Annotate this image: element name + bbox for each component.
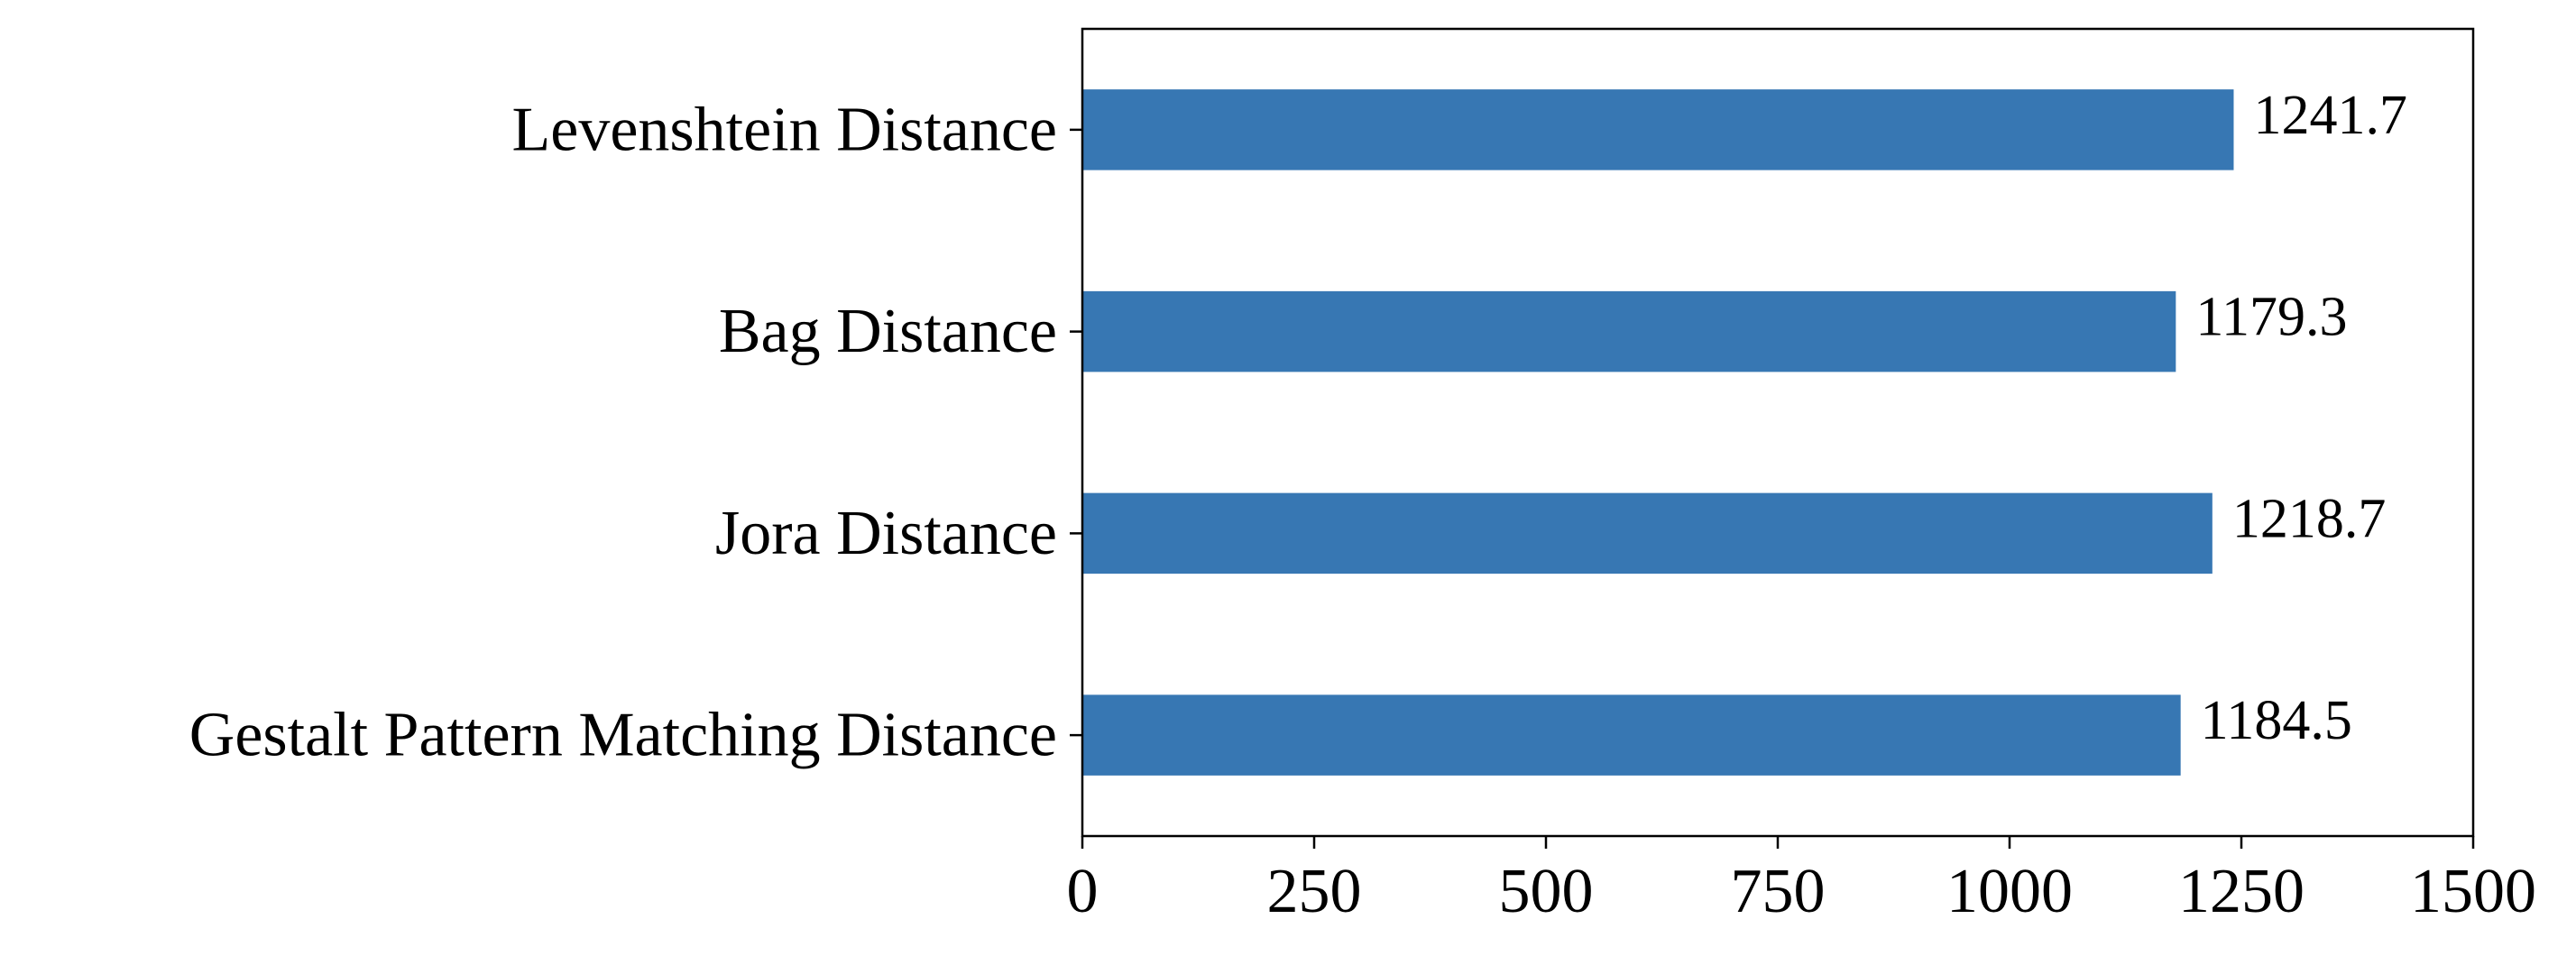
category-label: Bag Distance [719,297,1057,366]
category-label: Jora Distance [715,499,1057,568]
labels-layer: Levenshtein Distance 1241.7 Bag Distance 11… [189,85,2536,926]
data-label: 1218.7 [2232,488,2387,549]
bar-1 [1082,89,2234,170]
x-tick-label: 0 [1067,857,1099,926]
x-tick-label: 750 [1731,857,1826,926]
x-tick-label: 1250 [2178,857,2305,926]
plot-area-frame [1081,27,2475,838]
bar-2 [1082,290,2176,372]
bar-4 [1082,694,2181,776]
data-label: 1179.3 [2195,287,2347,348]
x-tick-label: 500 [1499,857,1594,926]
category-label: Gestalt Pattern Matching Distance [189,701,1057,770]
data-label: 1184.5 [2201,690,2352,751]
x-tick-label: 250 [1267,857,1362,926]
x-tick-label: 1000 [1946,857,2073,926]
ticks-layer [1070,128,2475,849]
bars-layer [1082,89,2234,776]
category-label: Levenshtein Distance [511,95,1057,164]
bar-3 [1082,492,2213,575]
x-tick-label: 1500 [2410,857,2536,926]
data-label: 1241.7 [2253,85,2407,146]
